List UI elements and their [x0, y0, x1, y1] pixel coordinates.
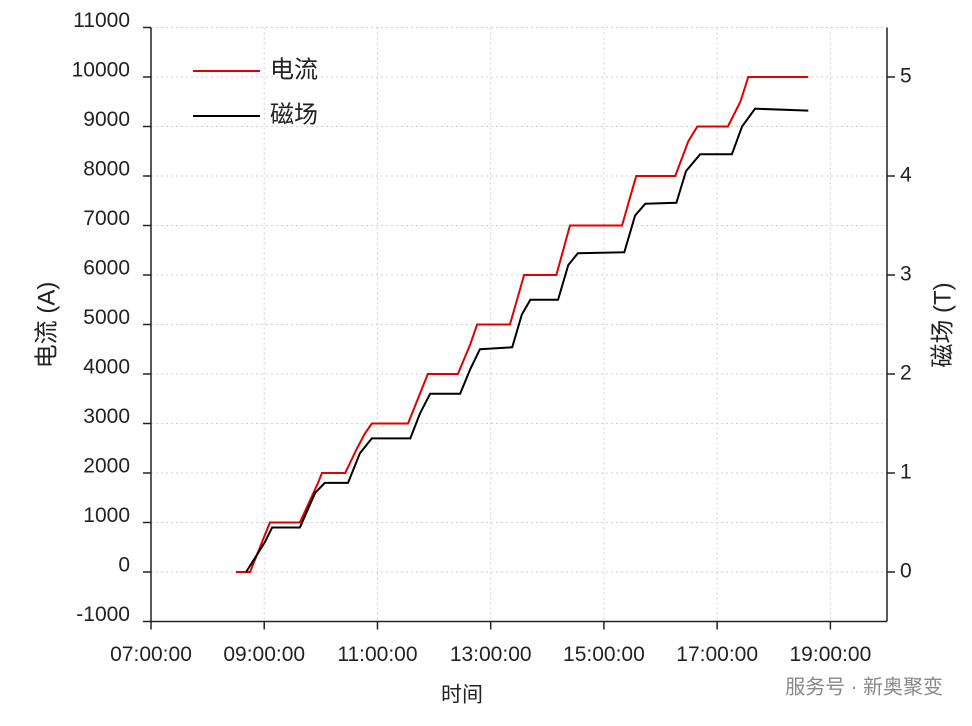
x-tick-label: 13:00:00	[450, 643, 532, 666]
y-tick-label: 3000	[83, 405, 130, 428]
y2-tick-label: 3	[900, 263, 912, 286]
watermark: 服务号 · 新奥聚变	[785, 675, 943, 698]
y2-tick-label: 0	[900, 560, 912, 583]
y-tick-label: 9000	[83, 108, 130, 131]
y-tick-label: 4000	[83, 356, 130, 379]
y-tick-label: 1000	[83, 504, 130, 527]
y-tick-label: 5000	[83, 306, 130, 329]
y-axis-label: 电流 (A)	[33, 282, 60, 369]
legend-label: 电流	[270, 56, 318, 83]
x-tick-label: 17:00:00	[676, 643, 758, 666]
x-tick-label: 19:00:00	[790, 643, 872, 666]
y-tick-label: 8000	[83, 158, 130, 181]
y-tick-label: 7000	[83, 207, 130, 230]
y2-tick-label: 1	[900, 461, 912, 484]
x-tick-label: 15:00:00	[563, 643, 645, 666]
y2-axis-label: 磁场 (T)	[929, 282, 956, 367]
y-tick-label: 11000	[73, 9, 130, 32]
data-line	[245, 107, 809, 573]
data-line	[235, 76, 809, 573]
y2-tick-label: 5	[900, 65, 912, 88]
y2-tick-label: 2	[900, 362, 912, 385]
y-tick-label: 6000	[83, 257, 130, 280]
x-tick-label: 11:00:00	[337, 643, 417, 666]
x-axis-label: 时间	[441, 684, 483, 707]
y-tick-label: 10000	[72, 59, 130, 82]
y-tick-label: 0	[118, 554, 130, 577]
x-tick-label: 09:00:00	[223, 643, 305, 666]
y-tick-label: -1000	[76, 603, 130, 626]
y2-tick-label: 4	[900, 164, 912, 187]
legend-label: 磁场	[270, 101, 318, 128]
x-tick-label: 07:00:00	[110, 643, 192, 666]
y-tick-label: 2000	[83, 455, 130, 478]
